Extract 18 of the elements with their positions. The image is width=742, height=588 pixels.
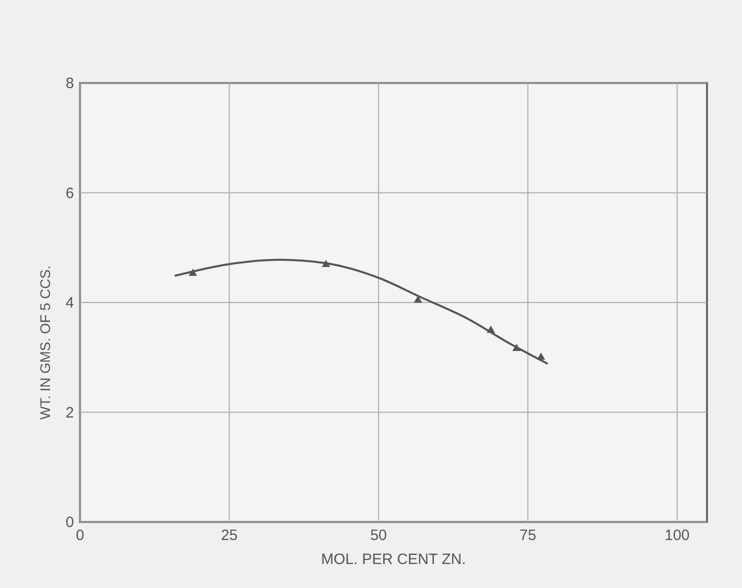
x-axis-title: MOL. PER CENT ZN. [321, 551, 466, 568]
x-tick-label: 100 [664, 527, 690, 544]
y-tick-label: 0 [66, 514, 74, 531]
y-tick-label: 6 [66, 184, 74, 202]
point [322, 260, 330, 268]
point [188, 268, 198, 276]
y-tick-label: 4 [66, 294, 74, 312]
point [512, 344, 521, 351]
point [486, 326, 495, 333]
x-tick-label: 75 [520, 527, 536, 544]
y-tick-label: 8 [66, 75, 74, 92]
y-axis-title: WT. IN GMS. OF 5 CCS. [37, 265, 53, 420]
x-tick-label: 25 [220, 527, 238, 544]
point [536, 352, 546, 360]
y-tick-label: 2 [66, 404, 74, 422]
point [414, 296, 422, 303]
line-series [174, 258, 548, 364]
x-tick-label: 50 [370, 527, 387, 544]
